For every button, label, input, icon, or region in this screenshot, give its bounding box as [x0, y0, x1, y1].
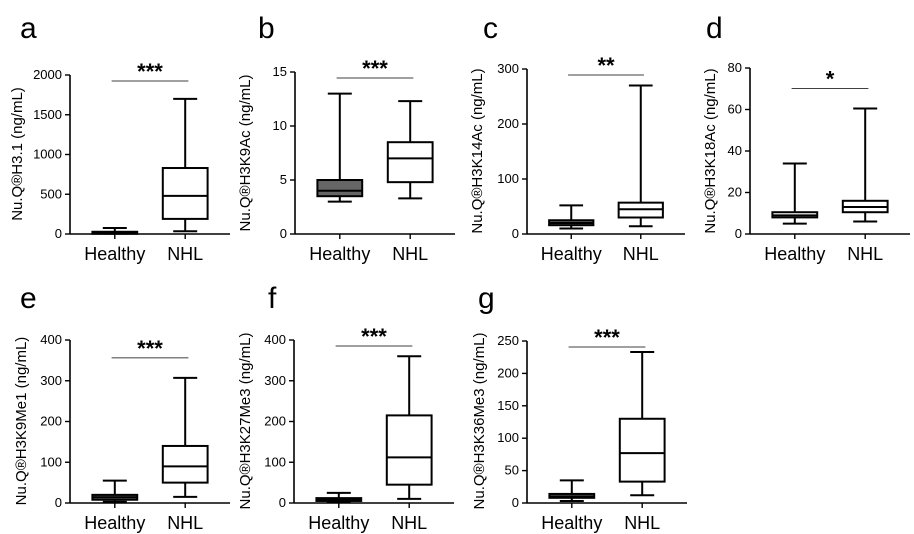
- significance-stars: ***: [361, 324, 387, 349]
- y-tick-label: 300: [497, 61, 519, 76]
- x-tick-label-healthy: Healthy: [541, 244, 602, 264]
- y-tick-label: 0: [280, 226, 287, 241]
- y-tick-label: 0: [512, 495, 519, 510]
- x-tick-label-healthy: Healthy: [308, 513, 369, 533]
- box-nhl: [163, 99, 208, 231]
- y-axis-label: Nu.Q®H3K14Ac (ng/mL): [469, 68, 486, 233]
- panel-letter: b: [258, 12, 275, 45]
- y-tick-label: 1000: [33, 147, 62, 162]
- panel-b: b 0 5 10 15 Nu.Q®H3K9Ac (ng/mL) Healthy NHL ***: [237, 12, 455, 264]
- panel-c: c 0 100 200 300 Nu.Q®H3K14Ac (ng/mL) Healthy NH…: [469, 12, 685, 264]
- significance-stars: ***: [137, 336, 163, 361]
- panel-letter: g: [478, 282, 495, 315]
- panel-letter: a: [20, 12, 37, 45]
- y-tick-label: 60: [728, 102, 742, 117]
- y-axis-label: Nu.Q®H3K9Me1 (ng/mL): [13, 337, 30, 506]
- y-tick-label: 300: [40, 373, 62, 388]
- panel-a: a 0 500 1000 1500 2000 Nu.Q®H3.1 (ng/mL) Health…: [9, 12, 230, 264]
- y-tick-label: 400: [40, 332, 62, 347]
- x-tick-label-healthy: Healthy: [764, 244, 825, 264]
- x-tick-label-healthy: Healthy: [541, 513, 602, 533]
- box-healthy: [317, 94, 362, 202]
- box-nhl: [619, 86, 663, 227]
- y-tick-label: 0: [55, 226, 62, 241]
- box-nhl: [620, 352, 665, 495]
- box-iqr: [163, 446, 208, 483]
- y-tick-label: 10: [273, 118, 287, 133]
- box-iqr: [163, 168, 208, 219]
- x-tick-label-nhl: NHL: [623, 244, 659, 264]
- panel-e: e 0 100 200 300 400 Nu.Q®H3K9Me1 (ng/mL) Health…: [13, 282, 230, 533]
- x-tick-label-healthy: Healthy: [309, 244, 370, 264]
- y-axis-label: Nu.Q®H3K36Me3 (ng/mL): [471, 333, 488, 510]
- box-iqr: [620, 419, 665, 482]
- significance-stars: ***: [362, 56, 388, 81]
- y-tick-label: 0: [735, 226, 742, 241]
- x-tick-label-healthy: Healthy: [84, 244, 145, 264]
- x-tick-label-nhl: NHL: [624, 513, 660, 533]
- y-tick-label: 150: [497, 398, 519, 413]
- x-tick-label-nhl: NHL: [167, 513, 203, 533]
- y-tick-label: 15: [273, 64, 287, 79]
- panel-g: g 0 50 100 150 200 250 Nu.Q®H3K36Me3 (ng/mL) Hea…: [471, 282, 687, 533]
- box-healthy: [316, 493, 361, 502]
- panel-letter: f: [268, 282, 277, 315]
- y-tick-label: 2000: [33, 67, 62, 82]
- box-iqr: [317, 180, 362, 196]
- panel-letter: d: [706, 12, 723, 45]
- y-tick-label: 200: [497, 116, 519, 131]
- y-tick-label: 0: [279, 495, 286, 510]
- box-healthy: [92, 481, 137, 502]
- y-axis-label: Nu.Q®H3K27Me3 (ng/mL): [237, 333, 254, 510]
- y-axis-label: Nu.Q®H3K18Ac (ng/mL): [702, 68, 719, 233]
- significance-stars: ***: [594, 325, 620, 350]
- significance-stars: **: [597, 53, 615, 78]
- significance-stars: ***: [137, 59, 163, 84]
- box-iqr: [388, 142, 433, 182]
- box-nhl: [387, 356, 432, 499]
- y-tick-label: 0: [55, 495, 62, 510]
- box-healthy: [772, 163, 817, 223]
- panel-letter: c: [483, 12, 498, 45]
- box-nhl: [163, 378, 208, 497]
- y-tick-label: 80: [728, 60, 742, 75]
- box-healthy: [549, 205, 593, 228]
- x-tick-label-nhl: NHL: [847, 244, 883, 264]
- y-tick-label: 200: [497, 365, 519, 380]
- y-tick-label: 50: [505, 463, 519, 478]
- box-nhl: [388, 101, 433, 198]
- box-iqr: [387, 415, 432, 484]
- y-tick-label: 100: [497, 171, 519, 186]
- x-tick-label-nhl: NHL: [392, 244, 428, 264]
- y-tick-label: 100: [264, 454, 286, 469]
- panel-d: d 0 20 40 60 80 Nu.Q®H3K18Ac (ng/mL) Healthy NHL…: [702, 12, 910, 264]
- y-axis-label: Nu.Q®H3K9Ac (ng/mL): [237, 75, 254, 232]
- y-tick-label: 20: [728, 185, 742, 200]
- y-tick-label: 100: [40, 454, 62, 469]
- box-nhl: [843, 108, 888, 221]
- box-healthy: [92, 228, 137, 234]
- y-tick-label: 200: [40, 414, 62, 429]
- panel-f: f 0 100 200 300 400 Nu.Q®H3K27Me3 (ng/mL) Healt…: [237, 282, 454, 533]
- panel-letter: e: [20, 282, 37, 315]
- y-tick-label: 500: [40, 186, 62, 201]
- box-healthy: [549, 480, 594, 501]
- x-tick-label-nhl: NHL: [167, 244, 203, 264]
- y-tick-label: 0: [512, 226, 519, 241]
- y-tick-label: 300: [264, 373, 286, 388]
- y-tick-label: 100: [497, 430, 519, 445]
- y-tick-label: 40: [728, 143, 742, 158]
- y-tick-label: 250: [497, 333, 519, 348]
- x-tick-label-nhl: NHL: [391, 513, 427, 533]
- y-tick-label: 5: [280, 172, 287, 187]
- y-tick-label: 1500: [33, 107, 62, 122]
- y-tick-label: 200: [264, 414, 286, 429]
- x-tick-label-healthy: Healthy: [84, 513, 145, 533]
- y-axis-label: Nu.Q®H3.1 (ng/mL): [9, 87, 26, 221]
- y-tick-label: 400: [264, 332, 286, 347]
- significance-stars: *: [826, 66, 835, 91]
